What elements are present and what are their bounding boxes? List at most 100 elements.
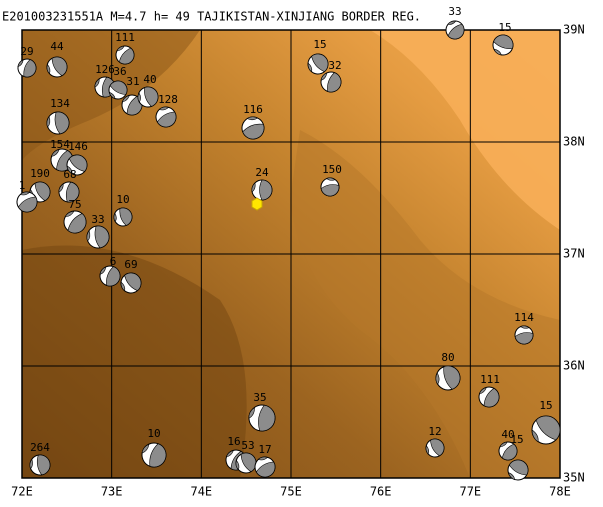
compressional-quadrant	[499, 441, 508, 447]
event-label: 190	[30, 167, 50, 180]
beachball	[435, 365, 461, 391]
event-label: 114	[514, 311, 534, 324]
compressional-quadrant	[67, 213, 87, 234]
beachball	[320, 177, 340, 197]
event-label: 24	[255, 166, 269, 179]
compressional-quadrant	[86, 230, 91, 242]
compressional-quadrant	[320, 184, 340, 197]
beachball	[307, 53, 329, 75]
compressional-quadrant	[51, 56, 68, 77]
event-label: 31	[126, 75, 139, 88]
compressional-quadrant	[58, 183, 64, 193]
compressional-quadrant	[240, 452, 257, 473]
lat-label: 38N	[563, 135, 585, 149]
compressional-quadrant	[443, 365, 461, 390]
event-label: 15	[498, 21, 511, 34]
beachball	[514, 325, 534, 345]
compressional-quadrant	[535, 415, 561, 441]
beachball	[498, 441, 518, 461]
compressional-quadrant	[141, 443, 150, 454]
graticule	[22, 30, 560, 478]
compressional-quadrant	[46, 116, 51, 128]
compressional-quadrant	[251, 182, 256, 193]
event-label: 75	[68, 198, 81, 211]
compressional-quadrant	[121, 95, 130, 103]
event-label: 116	[243, 103, 263, 116]
compressional-quadrant	[23, 59, 37, 78]
beachball	[58, 181, 80, 203]
lon-label: 73E	[101, 485, 123, 499]
compressional-quadrant	[65, 181, 80, 203]
compressional-quadrant	[255, 461, 276, 478]
beachball	[141, 442, 167, 468]
event-label: 53	[241, 439, 254, 452]
compressional-quadrant	[94, 78, 100, 88]
compressional-quadrant	[225, 450, 234, 458]
event-label: 36	[113, 65, 126, 78]
event-label: 68	[63, 168, 76, 181]
compressional-quadrant	[116, 45, 125, 51]
beachball	[99, 265, 121, 287]
compressional-quadrant	[144, 86, 159, 107]
event-label: 33	[91, 213, 104, 226]
beachball	[46, 111, 70, 135]
lat-label: 37N	[563, 247, 585, 261]
compressional-quadrant	[483, 387, 500, 408]
compressional-quadrant	[94, 225, 110, 249]
compressional-quadrant	[158, 106, 170, 111]
compressional-quadrant	[478, 387, 487, 395]
compressional-quadrant	[259, 179, 273, 201]
lat-label: 39N	[563, 23, 585, 37]
beachball	[235, 452, 257, 474]
event-label: 150	[322, 163, 342, 176]
beachball	[86, 225, 110, 249]
compressional-quadrant	[109, 80, 128, 95]
compressional-quadrant	[435, 372, 440, 385]
compressional-quadrant	[29, 458, 33, 470]
event-label: 126	[95, 63, 115, 76]
beachball	[478, 386, 500, 408]
compressional-quadrant	[17, 59, 24, 68]
compressional-quadrant	[307, 62, 313, 73]
lon-label: 75E	[280, 485, 302, 499]
compressional-quadrant	[514, 332, 534, 345]
beachball	[155, 106, 177, 128]
compressional-quadrant	[447, 23, 465, 40]
beachball	[29, 454, 51, 476]
beachball	[251, 179, 273, 201]
lat-label: 36N	[563, 359, 585, 373]
beachball	[66, 154, 88, 176]
event-label: 154	[50, 138, 70, 151]
compressional-quadrant	[34, 181, 51, 202]
beachball	[445, 20, 465, 40]
beachball	[241, 116, 265, 140]
compressional-quadrant	[124, 272, 142, 292]
lon-label: 78E	[549, 485, 571, 499]
beachball	[492, 34, 514, 56]
compressional-quadrant	[50, 149, 60, 157]
compressional-quadrant	[326, 177, 336, 181]
event-label: 15	[539, 399, 552, 412]
compressional-quadrant	[66, 165, 73, 175]
lon-label: 76E	[370, 485, 392, 499]
map-title: E201003231551A M=4.7 h= 49 TAJIKISTAN-XI…	[2, 10, 421, 24]
event-label: 1	[19, 179, 26, 192]
event-label: 35	[253, 391, 266, 404]
compressional-quadrant	[54, 111, 70, 135]
compressional-quadrant	[106, 266, 121, 287]
event-label: 15	[510, 433, 523, 446]
compressional-quadrant	[149, 443, 167, 468]
compressional-quadrant	[501, 443, 518, 461]
compressional-quadrant	[19, 191, 31, 196]
compressional-quadrant	[447, 20, 457, 25]
event-label: 80	[441, 351, 454, 364]
event-label: 29	[20, 45, 33, 58]
compressional-quadrant	[120, 281, 126, 292]
event-label: 12	[428, 425, 441, 438]
compressional-quadrant	[64, 210, 75, 217]
lon-label: 74E	[190, 485, 212, 499]
event-label: 40	[143, 73, 156, 86]
lon-label: 72E	[11, 485, 33, 499]
